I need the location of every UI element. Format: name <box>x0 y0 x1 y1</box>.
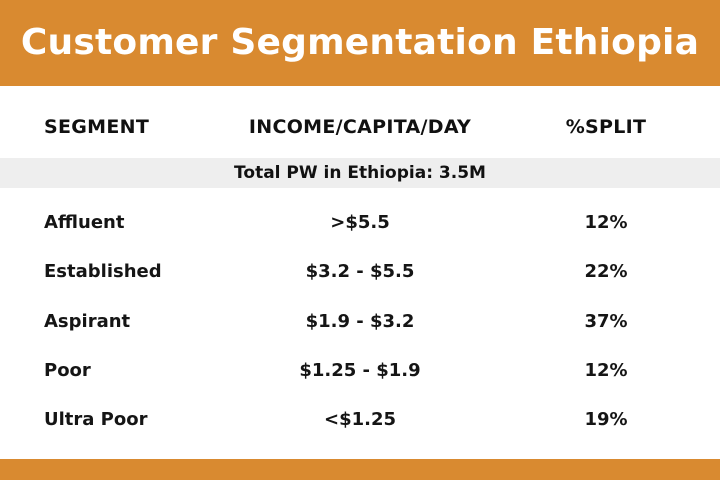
table-row: Affluent >$5.5 12% <box>0 207 720 237</box>
split-cell: 19% <box>584 408 628 430</box>
segment-cell: Aspirant <box>44 310 131 332</box>
income-cell: >$5.5 <box>330 211 390 233</box>
total-population-band: Total PW in Ethiopia: 3.5M <box>0 158 720 188</box>
income-cell: $1.9 - $3.2 <box>305 310 415 332</box>
table-row: Poor $1.25 - $1.9 12% <box>0 355 720 385</box>
table-row: Ultra Poor <$1.25 19% <box>0 404 720 434</box>
split-column-header: %SPLIT <box>565 116 647 138</box>
income-cell: $3.2 - $5.5 <box>305 260 415 282</box>
segment-cell: Affluent <box>44 211 125 233</box>
split-cell: 22% <box>584 260 628 282</box>
segment-cell: Ultra Poor <box>44 408 148 430</box>
page-title: Customer Segmentation Ethiopia <box>20 22 700 63</box>
table-row: Established $3.2 - $5.5 22% <box>0 256 720 286</box>
total-population-text: Total PW in Ethiopia: 3.5M <box>234 163 486 183</box>
split-cell: 37% <box>584 310 628 332</box>
table-row: Aspirant $1.9 - $3.2 37% <box>0 306 720 336</box>
segment-column-header: SEGMENT <box>44 116 150 138</box>
segment-cell: Poor <box>44 359 91 381</box>
split-cell: 12% <box>584 359 628 381</box>
footer-accent-bar <box>0 459 720 480</box>
income-cell: <$1.25 <box>323 408 397 430</box>
income-cell: $1.25 - $1.9 <box>299 359 421 381</box>
table-header-row: SEGMENT INCOME/CAPITA/DAY %SPLIT <box>0 112 720 142</box>
split-cell: 12% <box>584 211 628 233</box>
segment-cell: Established <box>44 260 162 282</box>
income-column-header: INCOME/CAPITA/DAY <box>248 116 472 138</box>
title-banner: Customer Segmentation Ethiopia <box>0 0 720 86</box>
